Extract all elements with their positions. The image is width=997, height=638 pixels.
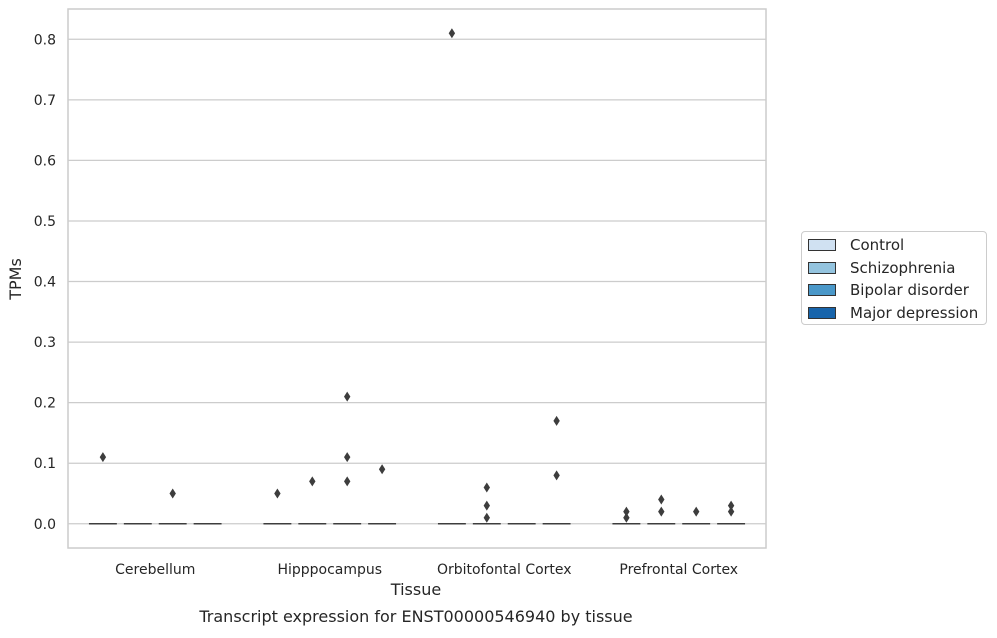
outlier-point — [727, 506, 735, 517]
outlier-point — [483, 512, 490, 523]
outlier-point — [483, 500, 490, 511]
outlier-point — [658, 506, 665, 517]
legend-label: Bipolar disorder — [850, 281, 969, 299]
outlier-point — [274, 488, 281, 499]
legend-item: Major depression — [808, 303, 978, 323]
outlier-point — [553, 470, 560, 481]
y-tick-labels: 0.0 0.1 0.2 0.3 0.4 0.5 0.6 0.7 0.8 — [34, 32, 56, 532]
y-tick-label: 0.1 — [34, 456, 56, 472]
legend-item: Schizophrenia — [808, 258, 955, 278]
y-tick-label: 0.0 — [34, 517, 56, 533]
x-tick-label: Prefrontal Cortex — [619, 562, 738, 578]
x-tick-label: Cerebellum — [115, 562, 195, 578]
outlier-point — [344, 476, 351, 487]
x-tick-labels: Cerebellum Hipppocampus Orbitofontal Corte… — [115, 562, 738, 578]
y-tick-label: 0.3 — [34, 335, 56, 351]
outlier-point — [344, 391, 351, 402]
chart-caption: Transcript expression for ENST0000054694… — [198, 607, 632, 626]
x-tick-label: Hipppocampus — [277, 562, 382, 578]
outlier-point — [99, 452, 107, 463]
legend-item: Control — [808, 235, 904, 255]
outlier-point — [623, 512, 630, 523]
x-tick-label: Orbitofontal Cortex — [437, 562, 572, 578]
outlier-point — [483, 482, 490, 493]
outlier-point — [448, 28, 456, 39]
plot-frame — [67, 8, 767, 549]
y-tick-label: 0.6 — [34, 153, 56, 169]
y-tick-label: 0.7 — [34, 93, 56, 109]
legend-label: Schizophrenia — [850, 258, 956, 277]
legend-label: Control — [850, 236, 905, 254]
grid-layer — [68, 38, 766, 525]
y-tick-label: 0.5 — [34, 214, 56, 230]
outlier-point — [727, 500, 735, 511]
legend-item: Bipolar disorder — [808, 280, 969, 300]
y-axis-label: TPMs — [6, 258, 25, 301]
outlier-layer — [99, 28, 735, 523]
outlier-point — [553, 415, 560, 426]
outlier-point — [309, 476, 316, 487]
legend-swatch — [808, 306, 836, 319]
outlier-point — [378, 464, 386, 475]
x-axis-label: Tissue — [390, 580, 441, 599]
legend-label: Major depression — [850, 303, 979, 322]
outlier-point — [169, 488, 176, 499]
outlier-point — [344, 452, 351, 463]
outlier-point — [658, 494, 665, 505]
legend-swatch — [808, 284, 836, 296]
y-tick-label: 0.8 — [34, 32, 56, 48]
legend-swatch — [808, 261, 836, 274]
outlier-point — [623, 506, 630, 517]
y-tick-label: 0.4 — [34, 275, 56, 291]
y-tick-label: 0.2 — [34, 396, 56, 412]
legend-swatch — [808, 239, 836, 251]
legend: Control Schizophrenia Bipolar disorder Majo… — [801, 231, 987, 325]
outlier-point — [693, 506, 700, 517]
